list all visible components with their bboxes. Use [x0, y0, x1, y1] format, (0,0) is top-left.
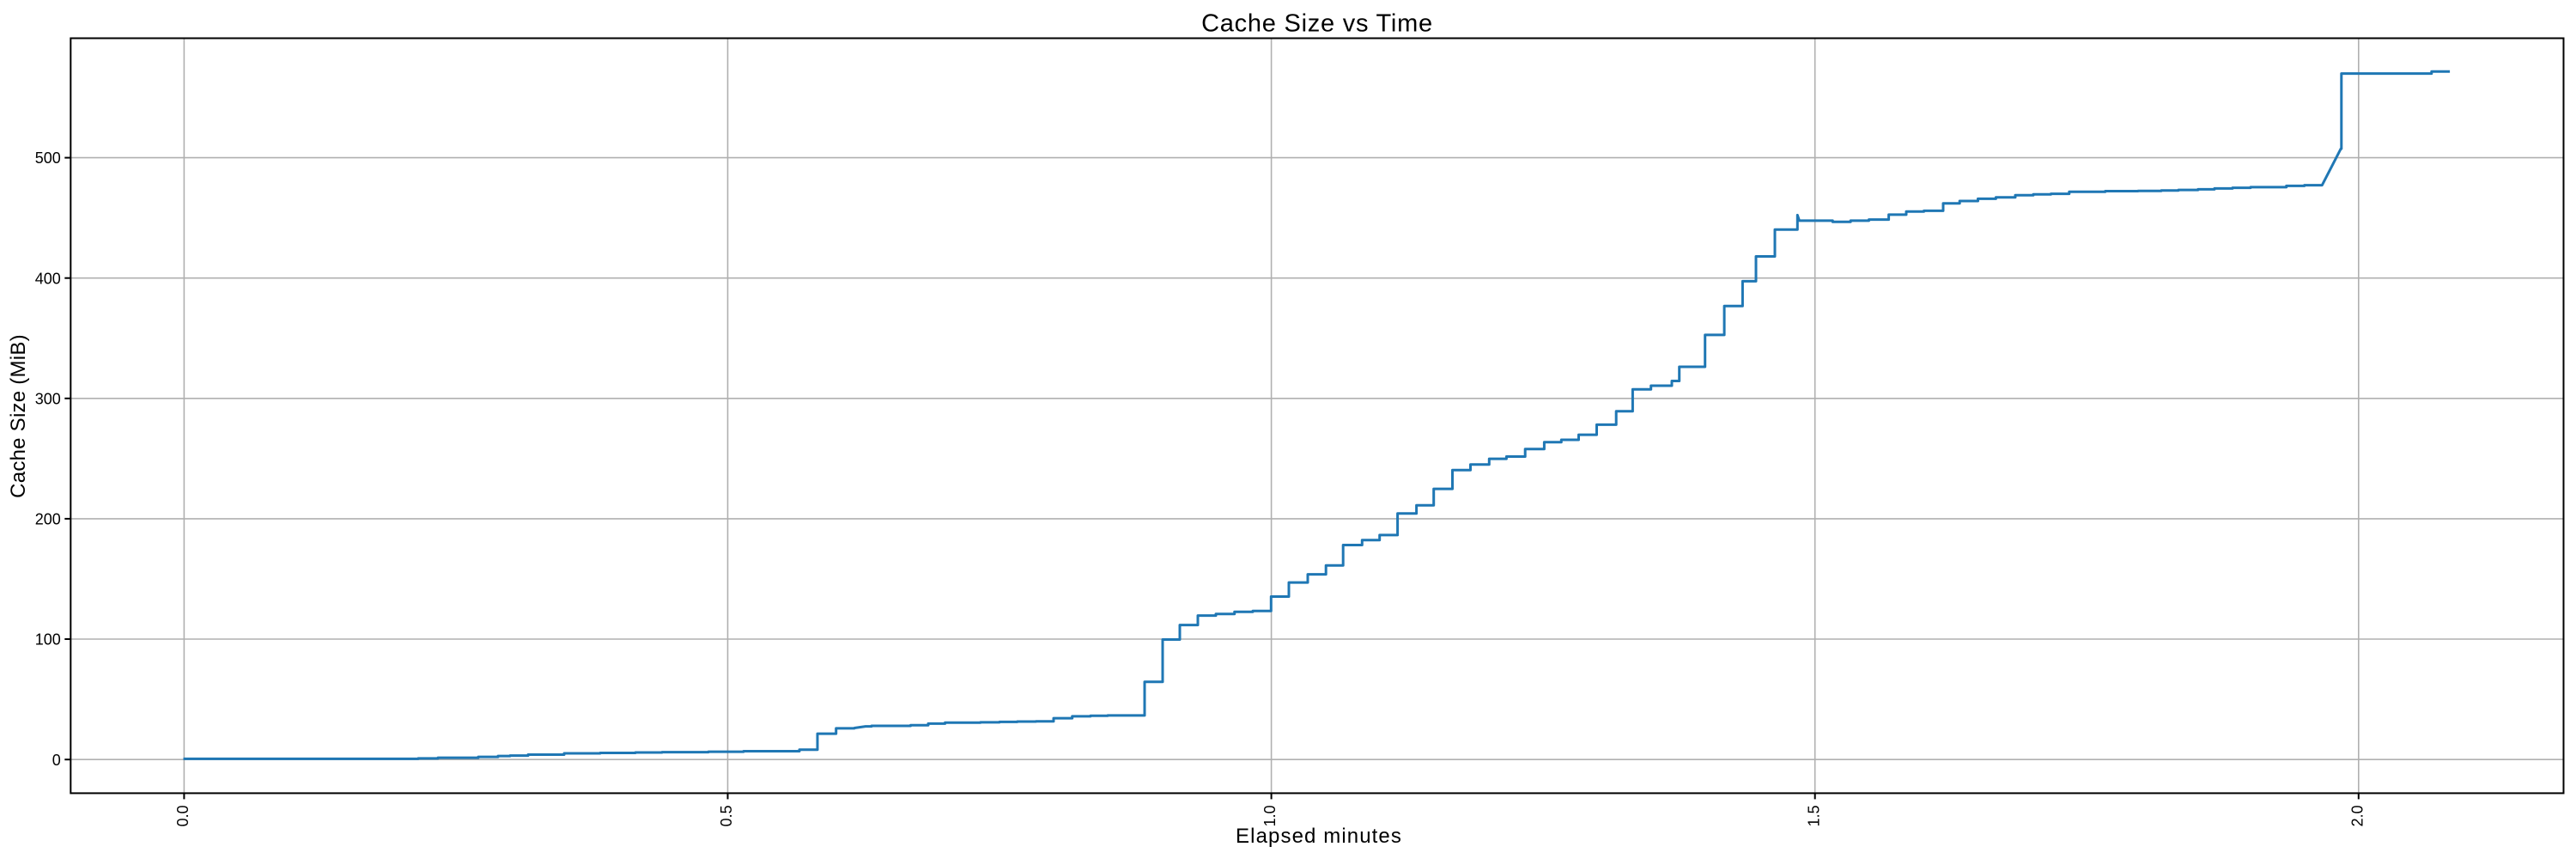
svg-text:500: 500: [35, 149, 61, 167]
svg-text:0.5: 0.5: [718, 805, 735, 826]
svg-text:100: 100: [35, 631, 61, 649]
svg-text:Cache Size vs Time: Cache Size vs Time: [1201, 10, 1433, 38]
svg-text:2.0: 2.0: [2348, 805, 2366, 826]
svg-text:1.0: 1.0: [1261, 805, 1279, 826]
svg-text:Cache Size (MiB): Cache Size (MiB): [7, 334, 30, 498]
svg-text:1.5: 1.5: [1805, 805, 1822, 826]
svg-text:300: 300: [35, 390, 61, 407]
svg-text:0.0: 0.0: [174, 805, 191, 826]
svg-text:200: 200: [35, 511, 61, 528]
svg-text:400: 400: [35, 270, 61, 287]
svg-text:Elapsed minutes: Elapsed minutes: [1236, 825, 1402, 848]
svg-text:0: 0: [52, 752, 61, 769]
